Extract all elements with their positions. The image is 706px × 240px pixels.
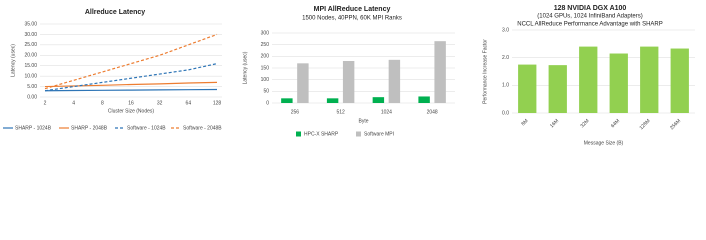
legend-label: SHARP - 1024B <box>15 125 52 131</box>
y-axis-label: Latency (usec) <box>242 51 248 84</box>
page: Allreduce Latency 0.00 5.00 10.00 15.00 20.00… <box>3 4 695 147</box>
y-tick-label: 150 <box>261 65 270 71</box>
x-tick-label: 32 <box>157 100 163 106</box>
bar <box>418 96 430 103</box>
legend-label: Software - 1024B <box>127 125 166 131</box>
x-tick-label: 64M <box>610 118 621 129</box>
x-tick-label: 32M <box>579 118 590 129</box>
y-tick-label: 20.00 <box>24 53 37 59</box>
x-tick-label: 128M <box>639 118 652 131</box>
y-tick-label: 300 <box>261 30 270 36</box>
bar <box>342 61 355 103</box>
y-tick-label: 250 <box>261 42 270 48</box>
y-tick-label: 2.0 <box>502 55 509 61</box>
y-tick-label: 10.00 <box>24 73 37 79</box>
bar <box>518 64 537 113</box>
legend-swatch <box>296 131 301 137</box>
y-tick-label: 35.00 <box>24 21 37 27</box>
bar <box>548 65 567 113</box>
y-tick-label: 5.00 <box>27 84 37 90</box>
bar <box>388 59 401 103</box>
x-tick-label: 256M <box>669 118 682 131</box>
x-tick-label: 16 <box>128 100 134 106</box>
y-tick-label: 1.0 <box>502 83 509 89</box>
y-tick-label: 3.0 <box>502 27 509 33</box>
bar <box>326 98 339 103</box>
legend-swatch <box>356 131 361 137</box>
bar <box>640 46 659 113</box>
x-axis-label: Byte <box>358 118 368 124</box>
x-tick-label: 2048 <box>427 109 438 115</box>
chart-title: MPI AllReduce Latency <box>314 6 391 13</box>
legend-label: HPC-X SHARP <box>304 131 339 137</box>
y-tick-label: 0.0 <box>502 110 509 116</box>
chart-title: Allreduce Latency <box>85 9 145 16</box>
x-tick-label: 512 <box>336 109 345 115</box>
line-series <box>44 88 218 92</box>
x-tick-label: 256 <box>291 109 300 115</box>
x-tick-label: 8M <box>520 118 529 127</box>
x-tick-label: 1024 <box>381 109 392 115</box>
y-tick-label: 0 <box>266 100 269 106</box>
y-axis-label: Latency (usec) <box>10 44 16 77</box>
bar <box>579 46 598 113</box>
x-axis-label: Cluster Size (Nodes) <box>108 108 154 114</box>
line-series <box>44 33 218 90</box>
y-tick-label: 100 <box>261 77 270 83</box>
x-tick-label: 2 <box>44 100 47 106</box>
charts: Allreduce Latency0.005.0010.0015.0020.00… <box>3 5 695 146</box>
x-axis-label: Message Size (B) <box>584 140 624 146</box>
y-tick-label: 0.00 <box>27 94 37 100</box>
bar <box>297 63 309 103</box>
bar <box>434 41 446 103</box>
x-tick-label: 64 <box>186 100 192 106</box>
legend-label: Software - 2048B <box>183 125 222 131</box>
bar <box>281 98 293 103</box>
y-tick-label: 50 <box>263 89 269 95</box>
bar <box>609 53 628 113</box>
y-tick-label: 25.00 <box>24 42 37 48</box>
bar <box>372 97 385 103</box>
chart-subtitle: (1024 GPUs, 1024 InfiniBand Adapters) <box>537 14 642 20</box>
x-tick-label: 4 <box>72 100 75 106</box>
x-tick-label: 16M <box>549 118 560 129</box>
x-tick-label: 128 <box>213 100 222 106</box>
y-axis-label: Performance Increase Factor <box>482 39 488 104</box>
y-tick-label: 30.00 <box>24 32 37 38</box>
legend-label: SHARP - 2048B <box>71 125 108 131</box>
line-series <box>44 63 218 92</box>
bar <box>670 48 689 113</box>
chart-subtitle: NCCL AllReduce Performance Advantage wit… <box>517 22 663 28</box>
chart-title: 128 NVIDIA DGX A100 <box>554 5 627 12</box>
x-tick-label: 8 <box>101 100 104 106</box>
legend-label: Software MPI <box>364 131 394 137</box>
line-series <box>44 81 218 88</box>
y-tick-label: 15.00 <box>24 63 37 69</box>
chart-subtitle: 1500 Nodes, 40PPN, 60K MPI Ranks <box>302 16 402 22</box>
y-tick-label: 200 <box>261 54 270 60</box>
